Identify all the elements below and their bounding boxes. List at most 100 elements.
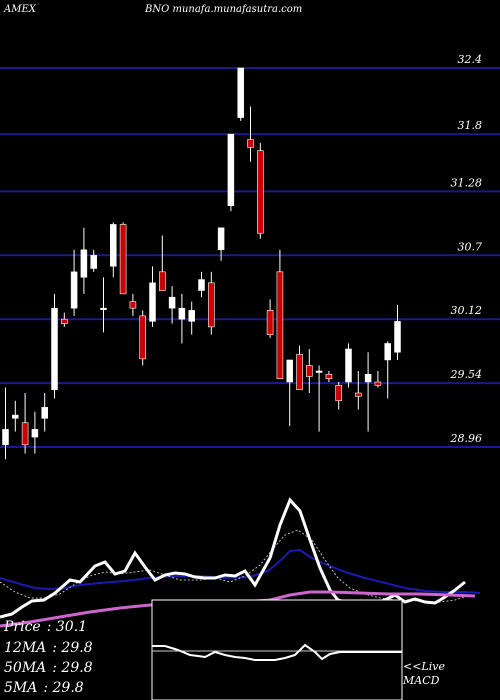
candle (100, 277, 107, 333)
candle (129, 293, 137, 316)
candle-body (159, 271, 166, 291)
candle (149, 266, 156, 327)
legend-50ma: 50MA: 29.8 (4, 660, 93, 676)
candle-body (208, 282, 215, 328)
candle (51, 293, 58, 399)
candle-body (364, 374, 372, 383)
candle (354, 370, 362, 410)
candle-body (276, 271, 284, 379)
candle (296, 345, 303, 391)
candle (217, 227, 225, 261)
legend-price-value: : 30.1 (46, 619, 88, 635)
legend-50ma-value: : 29.8 (52, 660, 93, 676)
candle-body (394, 321, 401, 353)
candle-body (384, 343, 391, 361)
candle-body (256, 150, 264, 234)
candle-body (247, 139, 254, 148)
legend-12ma-value: : 29.8 (52, 640, 93, 656)
candle (119, 222, 127, 295)
macd-live-label: <<Live (403, 660, 445, 673)
candle-body (345, 348, 352, 383)
candle-body (70, 271, 78, 309)
legend-5ma: 5MA : 29.8 (4, 680, 84, 696)
candle (21, 393, 29, 454)
candle (139, 310, 146, 366)
candle (374, 370, 382, 388)
legend-price: Price : 30.1 (4, 619, 87, 635)
candle-body (237, 67, 244, 118)
candle-body (60, 318, 68, 324)
macd-signal-line (152, 643, 402, 661)
price-tick-label: 31.28 (451, 176, 483, 189)
candle-body (374, 381, 382, 386)
candle-body (217, 227, 225, 251)
candle (256, 142, 264, 239)
candle-body (90, 255, 97, 269)
candle (2, 387, 9, 460)
candle (168, 286, 176, 324)
source-label: BNO munafa.munafasutra.com (145, 4, 303, 15)
price-white-line (0, 497, 466, 619)
candle-body (149, 282, 156, 322)
candle (247, 106, 254, 162)
legend-12ma: 12MA : 29.8 (4, 640, 93, 656)
candle (315, 365, 323, 432)
candle (110, 222, 117, 278)
candle (70, 249, 78, 316)
candle-body (51, 307, 58, 390)
legend-price-label: Price (4, 619, 41, 635)
candle-body (129, 301, 137, 309)
candle (305, 348, 313, 394)
price-tick-label: 29.54 (450, 368, 483, 381)
candle-body (325, 373, 333, 379)
candle-body (168, 296, 176, 309)
candle (60, 312, 68, 327)
exchange-label: AMEX (4, 4, 36, 15)
candle (364, 352, 372, 432)
candle (12, 400, 19, 432)
macd-panel (151, 599, 403, 700)
candle (227, 133, 235, 212)
price-tick-label: 32.4 (458, 53, 483, 66)
candle-body (286, 359, 293, 383)
price-tick-label: 30.7 (458, 240, 483, 253)
candle (31, 411, 39, 454)
candle (384, 341, 391, 399)
candle-body (80, 249, 88, 278)
candle-body (335, 385, 343, 402)
macd-label: MACD (403, 674, 440, 687)
candlestick-series (2, 67, 401, 460)
legend-12ma-label: 12MA (4, 640, 47, 656)
price-tick-label: 30.12 (451, 304, 483, 317)
legend-5ma-label: 5MA (4, 680, 38, 696)
candle (345, 343, 352, 388)
price-tick-label: 28.96 (450, 432, 483, 445)
candle-body (110, 224, 117, 267)
candle-body (198, 279, 205, 291)
candle-body (178, 307, 186, 320)
candle-body (12, 414, 19, 419)
candle (198, 271, 205, 298)
candle-body (21, 422, 29, 446)
candle-body (41, 407, 48, 419)
candle (80, 227, 88, 294)
candle-body (139, 315, 146, 360)
candle-body (266, 310, 274, 335)
candle-body (188, 310, 195, 322)
candle (159, 235, 166, 291)
macd-panel-frame (151, 599, 403, 700)
candle (188, 301, 195, 335)
candle-body (296, 354, 303, 391)
candle-body (354, 392, 362, 397)
candle (286, 359, 293, 427)
candle (208, 271, 215, 335)
candle-body (31, 429, 39, 438)
candle (237, 67, 244, 121)
candle-body (227, 133, 235, 206)
candle (266, 299, 274, 338)
legend-5ma-value: : 29.8 (43, 680, 84, 696)
candle-body (2, 429, 9, 446)
candle (178, 293, 186, 344)
candle (90, 249, 97, 272)
